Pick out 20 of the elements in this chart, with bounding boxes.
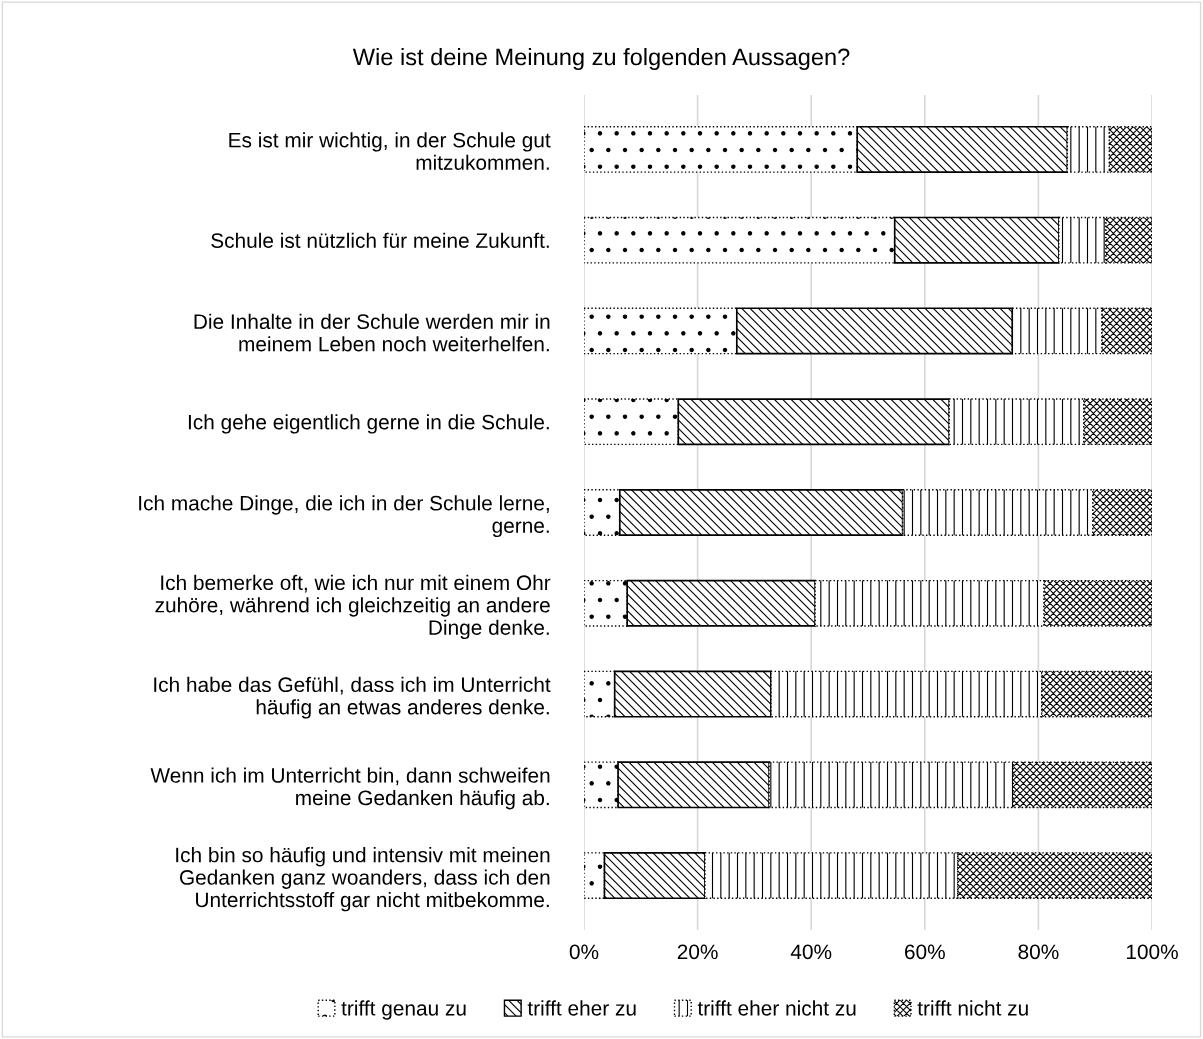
x-tick-label: 0% [569, 944, 599, 960]
y-tick-label: Ich mache Dinge, die ich in der Schule lerne, gerne. [139, 495, 549, 538]
y-tick-label: Die Inhalte in der Schule werden mir in meinem Leben noch weiterhelfen. [194, 313, 550, 352]
y-tick-label: Es ist mir wichtig, in der Schule gut mitzukommen. [229, 132, 551, 170]
x-tick-label: 80% [1018, 944, 1059, 960]
legend-label: trifft genau zu [341, 1000, 466, 1020]
y-tick-label: Schule ist nützlich für meine Zukunft. [211, 232, 549, 248]
x-tick-label: 20% [677, 944, 718, 960]
x-tick-label: 60% [905, 944, 945, 960]
y-tick-label: Ich bin so häufig und intensiv mit meinen Gedanken ganz woanders, dass ich den Unterrichtsstoff gar nicht mitbekomme. [176, 847, 550, 912]
y-tick-label: Ich bemerke oft, wie ich nur mit einem Ohr zuhöre, während ich gleichzeitig an andere Dinge denke. [155, 574, 551, 640]
y-tick-label: Ich habe das Gefühl, dass ich im Unterricht häufig an etwas anderes denke. [154, 676, 551, 719]
y-tick-label: Ich gehe eigentlich gerne in die Schule. [188, 414, 549, 434]
chart-title: Wie ist deine Meinung zu folgenden Aussagen? [352, 48, 850, 71]
x-tick-label: 40% [790, 944, 832, 960]
x-tick-label: 100% [1126, 944, 1178, 960]
legend-label: trifft nicht zu [917, 1000, 1028, 1016]
y-tick-label: Wenn ich im Unterricht bin, dann schweifen meine Gedanken häufig ab. [150, 767, 550, 810]
legend-label: trifft eher nicht zu [697, 1000, 856, 1016]
legend-label: trifft eher zu [527, 1000, 636, 1016]
